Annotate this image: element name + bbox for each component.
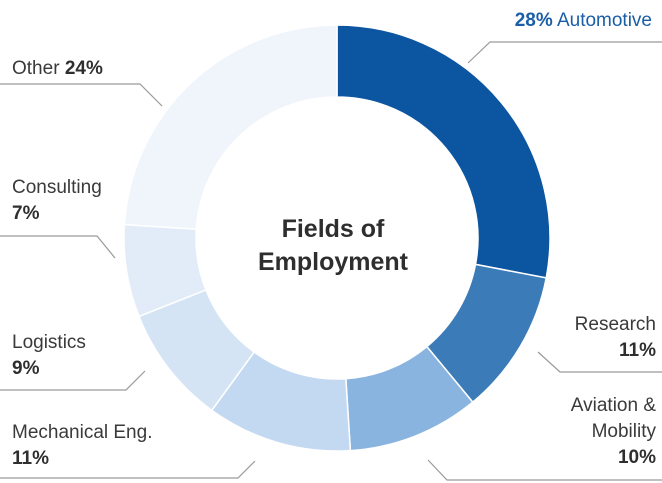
label-other-name: Other	[12, 58, 60, 79]
label-logistics: Logistics 9%	[12, 330, 86, 382]
chart-title-line-1: Fields of	[281, 215, 385, 243]
label-consulting: Consulting 7%	[12, 175, 102, 227]
label-other-percent: 24%	[64, 58, 103, 79]
connector-logistics	[0, 370, 146, 391]
label-research: Research 11%	[575, 312, 656, 364]
label-aviation: Aviation & Mobility 10%	[571, 393, 656, 471]
connector-research	[537, 351, 662, 373]
slice-automotive	[336, 24, 551, 279]
chart-title-line-2: Employment	[257, 248, 409, 276]
connector-automotive	[467, 41, 662, 64]
slice-other	[123, 24, 338, 230]
label-automotive-name: Automotive	[556, 10, 652, 31]
label-research-percent: 11%	[619, 340, 656, 361]
connector-mechanical	[0, 460, 256, 479]
chart-center-title: Fields of Employment	[233, 213, 433, 279]
label-consulting-name: Consulting	[12, 177, 102, 198]
label-automotive: 28% Automotive	[515, 8, 652, 34]
label-mechanical-percent: 11%	[12, 448, 49, 469]
connector-consulting	[0, 235, 116, 259]
label-aviation-line-2: Mobility	[591, 421, 656, 442]
label-other: Other 24%	[12, 56, 103, 82]
label-aviation-line-1: Aviation &	[570, 395, 656, 416]
label-logistics-percent: 9%	[12, 358, 40, 379]
label-automotive-percent: 28%	[514, 10, 553, 31]
label-research-name: Research	[574, 314, 656, 335]
label-mechanical-name: Mechanical Eng.	[12, 422, 153, 443]
connector-other	[0, 83, 163, 107]
label-logistics-name: Logistics	[12, 332, 86, 353]
label-mechanical: Mechanical Eng. 11%	[12, 420, 152, 472]
label-consulting-percent: 7%	[12, 203, 40, 224]
connector-aviation	[427, 459, 662, 481]
label-aviation-percent: 10%	[617, 447, 656, 468]
